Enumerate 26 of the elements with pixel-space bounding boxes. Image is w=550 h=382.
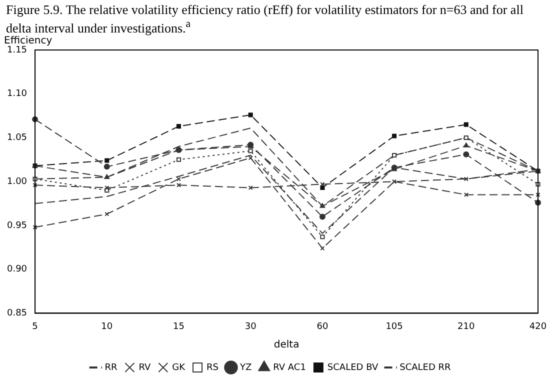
legend-label: RV (138, 362, 152, 373)
y-axis-title: Efficiency (4, 36, 52, 47)
y-tick-label: 1.15 (6, 45, 28, 56)
legend-label: RV AC1 (273, 362, 306, 373)
legend-label: RR (104, 362, 118, 373)
x-axis-title: delta (274, 340, 300, 351)
legend-label: RS (206, 362, 219, 373)
x-tick-label: 5 (32, 322, 38, 332)
y-tick-label: 0.85 (6, 308, 28, 319)
y-tick-label: 0.95 (6, 220, 28, 231)
legend-label: SCALED BV (327, 362, 379, 373)
y-tick-label: 1.05 (6, 133, 28, 144)
x-tick-label: 10 (101, 322, 113, 332)
y-tick-label: 1.10 (6, 89, 28, 100)
y-tick-label: 0.90 (6, 264, 28, 275)
legend-label: YZ (238, 362, 252, 373)
x-tick-label: 30 (244, 322, 257, 332)
x-tick-label: 15 (173, 322, 184, 332)
y-tick-label: 1.00 (6, 176, 28, 187)
x-tick-label: 420 (529, 322, 547, 332)
chart-title: Figure 5.9. The relative volatility efficiency ratio (rEff) for volatility estimators for n=63 and for all delta interval under investigations.$^{a}$ (5, 1, 524, 36)
legend-label: SCALED RR (400, 362, 451, 373)
x-tick-label: 210 (458, 322, 476, 332)
x-tick-label: 105 (386, 322, 403, 332)
x-tick-label: 60 (316, 322, 328, 332)
legend-label: GK (172, 362, 186, 373)
